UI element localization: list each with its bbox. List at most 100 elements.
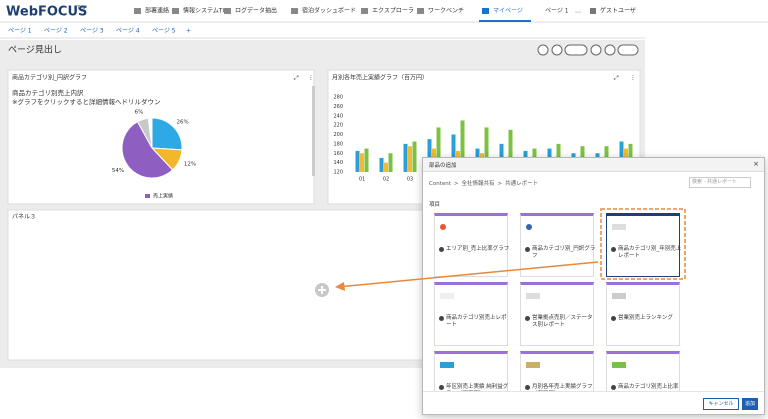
nav-tab[interactable]: 宿泊ダッシュボード xyxy=(302,7,356,15)
item-label[interactable]: エリア別_売上比率グラフ xyxy=(439,246,510,253)
bar[interactable] xyxy=(619,141,624,172)
breadcrumb-item[interactable]: 共通レポート xyxy=(505,181,539,187)
legend-label: 売上実績 xyxy=(153,193,173,200)
y-tick-label: 140 xyxy=(333,160,343,166)
separator: > xyxy=(453,181,459,187)
tab-icon xyxy=(172,8,179,14)
panel-title: パネル３ xyxy=(12,214,36,221)
item-thumbnail xyxy=(526,293,540,299)
bar[interactable] xyxy=(427,139,432,172)
page-tab[interactable]: ページ 2 xyxy=(44,28,68,35)
nav-tab[interactable]: ページ 1 xyxy=(545,8,569,15)
page-tab[interactable]: ページ 3 xyxy=(80,28,104,35)
bookmark-button[interactable] xyxy=(564,44,588,56)
item-thumbnail xyxy=(440,362,454,368)
user-menu[interactable]: ゲストユーザ xyxy=(600,7,636,15)
item-label[interactable]: 営業別売上ランキング xyxy=(611,315,682,322)
value-label: 12% xyxy=(184,162,196,168)
dialog-footer: キャンセル 追加 xyxy=(423,391,764,414)
item-thumbnail xyxy=(612,224,626,230)
pie-slice[interactable] xyxy=(151,117,183,151)
legend-swatch xyxy=(145,194,150,198)
nav-tab[interactable]: エクスプローラ xyxy=(372,8,414,15)
refresh-button[interactable] xyxy=(551,44,563,56)
bar[interactable] xyxy=(355,150,360,172)
bar[interactable] xyxy=(403,143,408,172)
scrollbar[interactable] xyxy=(312,86,315,176)
y-tick-label: 180 xyxy=(333,141,343,147)
tab-icon xyxy=(482,8,489,14)
dialog-header: 部品の追加 × xyxy=(423,158,764,172)
bar[interactable] xyxy=(460,120,465,172)
nav-tab[interactable]: … xyxy=(575,8,581,15)
page-tab[interactable]: ページ 4 xyxy=(116,28,140,35)
cancel-button[interactable]: キャンセル xyxy=(703,398,739,410)
settings-button[interactable] xyxy=(590,44,602,56)
y-tick-label: 280 xyxy=(333,95,343,101)
breadcrumb: Content > 全社情報共有 > 共通レポート xyxy=(429,179,538,187)
toolbar xyxy=(537,44,639,56)
bar[interactable] xyxy=(384,162,388,172)
item-card[interactable]: 営業別売上ランキング xyxy=(606,282,680,346)
breadcrumb-item[interactable]: 全社情報共有 xyxy=(461,181,495,187)
item-thumbnail xyxy=(612,362,626,368)
item-label[interactable]: 営業拠点売別／ステータス別レポート xyxy=(525,315,596,329)
tab-icon xyxy=(134,8,141,14)
y-tick-label: 200 xyxy=(333,132,343,138)
share-button[interactable] xyxy=(537,44,549,56)
item-label[interactable]: 商品カテゴリ別_円訳グラフ xyxy=(525,246,596,260)
more-icon[interactable]: ⋮ xyxy=(308,75,314,82)
chart-title: 商品カテゴリ別売上内訳 xyxy=(12,88,84,97)
dialog-title: 部品の追加 xyxy=(429,163,457,169)
item-label[interactable]: 商品カテゴリ別_年別売上レポート xyxy=(611,246,682,260)
search-box[interactable]: 検索 - 共通レポート xyxy=(689,177,751,188)
nav-tab[interactable]: マイページ xyxy=(493,8,523,15)
pie-slice[interactable] xyxy=(136,117,153,149)
more-icon[interactable]: ⋮ xyxy=(630,75,636,82)
item-card[interactable]: 商品カテゴリ別売上レポート xyxy=(434,282,508,346)
bar[interactable] xyxy=(364,148,369,172)
item-label[interactable]: 商品カテゴリ別売上レポート xyxy=(439,315,510,329)
bar[interactable] xyxy=(451,134,456,173)
page-tab[interactable]: + xyxy=(186,28,191,35)
menu-button[interactable] xyxy=(617,44,639,56)
page-title: ページ見出し xyxy=(8,44,62,56)
item-card[interactable]: 商品カテゴリ別_年別売上レポート xyxy=(606,213,682,277)
item-card[interactable]: エリア別_売上比率グラフ xyxy=(434,213,510,277)
nav-tab[interactable]: ワークベンチ xyxy=(428,8,464,15)
breadcrumb-item[interactable]: Content xyxy=(429,181,451,187)
bar[interactable] xyxy=(484,127,489,172)
expand-icon[interactable]: ⤢ xyxy=(294,75,299,82)
close-button[interactable]: × xyxy=(753,160,759,168)
value-label: 54% xyxy=(112,168,124,174)
item-card[interactable]: 営業拠点売別／ステータス別レポート xyxy=(520,282,594,346)
panel-title: 商品カテゴリ別_円訳グラフ xyxy=(12,74,87,82)
bar[interactable] xyxy=(412,141,417,172)
page-tab[interactable]: ページ 1 xyxy=(8,28,32,35)
bar[interactable] xyxy=(360,153,364,172)
bar[interactable] xyxy=(436,127,441,172)
nav-tab[interactable]: ログデータ抽出 xyxy=(235,7,277,15)
tab-icon xyxy=(417,8,424,14)
page-tab[interactable]: ページ 5 xyxy=(152,28,176,35)
item-card[interactable]: 商品カテゴリ別_円訳グラフ xyxy=(520,213,596,277)
nav-tab[interactable]: 情報システムTOP xyxy=(183,7,231,15)
add-confirm-button[interactable]: 追加 xyxy=(742,398,758,410)
section-title: 項目 xyxy=(429,202,441,208)
item-label[interactable]: 商品カテゴリ別売上比率 xyxy=(611,384,682,391)
bar[interactable] xyxy=(388,153,393,172)
bar[interactable] xyxy=(379,157,384,172)
y-tick-label: 120 xyxy=(333,170,343,176)
active-indicator xyxy=(479,20,531,22)
delete-button[interactable] xyxy=(604,44,616,56)
add-icon xyxy=(318,286,326,294)
bar[interactable] xyxy=(508,129,513,172)
nav-tab[interactable]: 部署連絡 xyxy=(145,7,169,15)
y-tick-label: 160 xyxy=(333,151,343,157)
expand-icon[interactable]: ⤢ xyxy=(614,75,619,82)
item-thumbnail xyxy=(612,293,626,299)
item-thumbnail xyxy=(440,224,446,230)
bar[interactable] xyxy=(408,146,412,172)
pie-slice[interactable] xyxy=(121,121,174,179)
logo[interactable]: WebFOCUS xyxy=(6,5,87,20)
